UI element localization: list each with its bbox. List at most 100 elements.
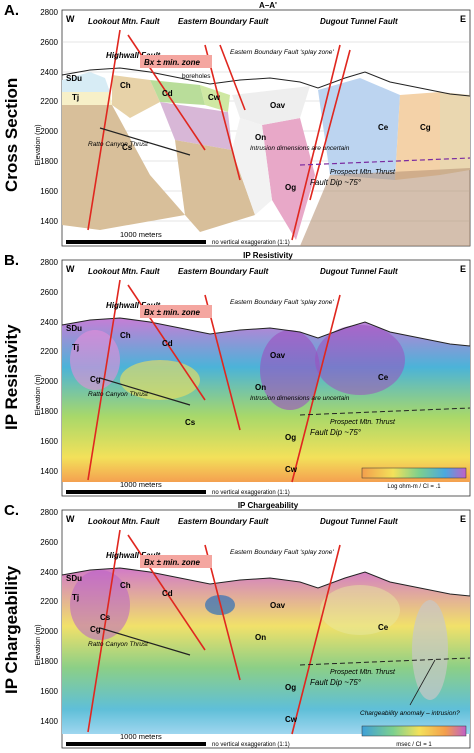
tick-2000: 2000 (40, 127, 58, 136)
chg-anomaly-2 (412, 600, 448, 700)
highwall-fault-label-b: Highwall Fault (106, 301, 161, 310)
elev-axis-label-c: Elevation (m) (35, 624, 42, 665)
scale-label-b: 1000 meters (120, 480, 162, 489)
unit-og-b: Og (285, 433, 296, 442)
tick-c-2400: 2400 (40, 568, 58, 577)
unit-labels-a: SDu Tj Ch Cd Cw Cs Og Oav On Ce Cg (66, 74, 431, 192)
tick-2400: 2400 (40, 68, 58, 77)
unit-oav: Oav (270, 101, 286, 110)
splay-zone-label-c: Eastern Boundary Fault 'splay zone' (230, 549, 334, 556)
prospect-label-b: Prospect Mtn. Thrust (330, 419, 396, 426)
unit-sdu-c: SDu (66, 574, 82, 583)
west-label-c: W (66, 514, 75, 524)
unit-cg-c: Cg (90, 625, 101, 634)
ratto-label-c: Ratto Canyon Thrust (88, 641, 149, 648)
dugout-fault-label-c: Dugout Tunnel Fault (320, 517, 398, 526)
unit-oav-b: Oav (270, 351, 286, 360)
unit-cg (395, 92, 440, 180)
unit-cs: Cs (122, 143, 133, 152)
prospect-thrust-line (299, 157, 471, 166)
fault-dip-label-c: Fault Dip ~75° (310, 678, 362, 687)
chg-anomaly-3 (320, 585, 400, 635)
tick-2600: 2600 (40, 38, 58, 47)
elev-axis-label: Elevation (m) (35, 124, 42, 165)
chg-legend-label: msec / CI = 1 (396, 742, 432, 748)
east-label-c: E (460, 514, 466, 524)
unit-cw: Cw (208, 93, 221, 102)
bx-zone-box-b (140, 305, 212, 318)
unit-deep-brown (300, 168, 470, 246)
panel-c-top-title: IP Chargeability (238, 501, 299, 510)
ratto-thrust-line-b (99, 377, 191, 406)
panel-a-top-title: A–A' (259, 1, 277, 10)
bx-zone-box (140, 55, 212, 68)
tick-b-1400: 1400 (40, 467, 58, 476)
unit-tj: Tj (72, 93, 79, 102)
unit-cw-area (200, 85, 230, 112)
splay-zone-label: Eastern Boundary Fault 'splay zone' (230, 49, 334, 56)
unit-tj-area (62, 92, 112, 105)
panel-a-cross-section: A–A' W E Lookout Mtn. Fault Eastern Boun… (35, 1, 471, 247)
unit-ch: Ch (120, 81, 131, 90)
unit-ce-c: Ce (378, 623, 389, 632)
unit-cw-c: Cw (285, 715, 298, 724)
tick-c-1400: 1400 (40, 717, 58, 726)
unit-cd: Cd (162, 89, 173, 98)
vert-exag-label-c: no vertical exaggeration (1:1) (212, 742, 290, 748)
tick-2800: 2800 (40, 8, 58, 17)
eastern-boundary-fault-label: Eastern Boundary Fault (178, 17, 269, 26)
unit-cw-b: Cw (285, 465, 298, 474)
unit-ce: Ce (378, 123, 389, 132)
boreholes-label: boreholes (182, 73, 211, 80)
unit-oav-c: Oav (270, 601, 286, 610)
dugout-fault-label: Dugout Tunnel Fault (320, 17, 398, 26)
tick-1400: 1400 (40, 217, 58, 226)
lookout-fault-label-c: Lookout Mtn. Fault (88, 517, 160, 526)
tick-b-1800: 1800 (40, 407, 58, 416)
ratto-thrust-line-c (99, 627, 191, 656)
intrusion-label: Intrusion dimensions are uncertain (250, 145, 350, 152)
unit-ce-b: Ce (378, 373, 389, 382)
tick-1800: 1800 (40, 157, 58, 166)
scale-bar (66, 240, 206, 244)
res-legend-bar (361, 467, 467, 479)
tick-c-2800: 2800 (40, 508, 58, 517)
west-label-b: W (66, 264, 75, 274)
bx-zone-label: Bx ± min. zone (144, 58, 201, 67)
unit-cs-b: Cs (185, 418, 196, 427)
vert-exag-label: no vertical exaggeration (1:1) (212, 240, 290, 246)
panel-b-topography (61, 317, 471, 347)
unit-cb (440, 92, 470, 175)
unit-ch-pink (160, 102, 232, 150)
tick-b-2000: 2000 (40, 377, 58, 386)
unit-cs-c: Cs (100, 613, 111, 622)
splay-zone-label-b: Eastern Boundary Fault 'splay zone' (230, 299, 334, 306)
scale-label-c: 1000 meters (120, 732, 162, 741)
prospect-thrust-line-b (299, 407, 471, 416)
unit-labels-b: SDu Tj Ch Cd Cg Cs Og Oav On Ce Cw (66, 324, 389, 474)
scale-bar-b (66, 490, 206, 494)
annotation-arrow (409, 659, 436, 706)
fault-dip-label: Fault Dip ~75° (310, 178, 362, 187)
tick-2200: 2200 (40, 97, 58, 106)
unit-og: Og (285, 183, 296, 192)
tick-c-2600: 2600 (40, 538, 58, 547)
prospect-label: Prospect Mtn. Thrust (330, 169, 396, 176)
panel-b-faults (87, 279, 341, 483)
panel-a-topography (61, 67, 471, 97)
tick-1600: 1600 (40, 187, 58, 196)
chargeability-annotation: Chargeability anomaly – intrusion? (360, 710, 460, 717)
panel-b-top-title: IP Resistivity (243, 251, 293, 260)
panel-c-letter: C. (4, 502, 19, 519)
unit-on-c: On (255, 633, 266, 642)
unit-cd-b: Cd (162, 339, 173, 348)
ratto-thrust-line (99, 127, 191, 156)
unit-on (232, 118, 272, 215)
res-anomaly-4 (70, 330, 120, 390)
tick-c-1600: 1600 (40, 687, 58, 696)
unit-cd-c: Cd (162, 589, 173, 598)
eastern-boundary-fault-label-b: Eastern Boundary Fault (178, 267, 269, 276)
east-label-b: E (460, 264, 466, 274)
scale-bar-c (66, 742, 206, 746)
highwall-fault-label-c: Highwall Fault (106, 551, 161, 560)
